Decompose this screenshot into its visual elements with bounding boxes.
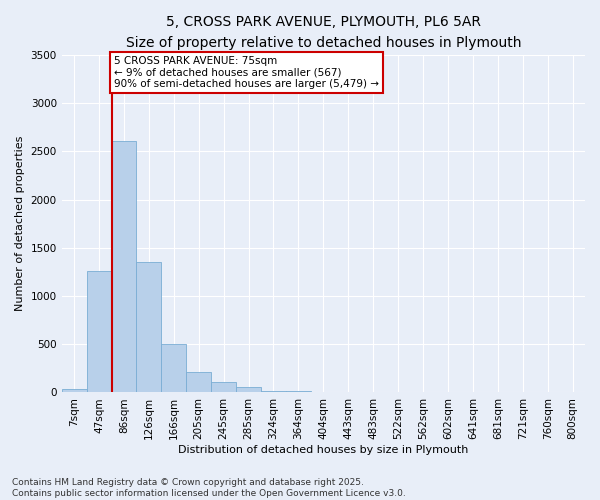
Bar (62, 388, 86, 392)
Bar (161, 344, 186, 393)
Text: 5 CROSS PARK AVENUE: 75sqm
← 9% of detached houses are smaller (567)
90% of semi: 5 CROSS PARK AVENUE: 75sqm ← 9% of detac… (114, 56, 379, 89)
Y-axis label: Number of detached properties: Number of detached properties (15, 136, 25, 312)
Text: Contains HM Land Registry data © Crown copyright and database right 2025.
Contai: Contains HM Land Registry data © Crown c… (12, 478, 406, 498)
Bar (261, 390, 286, 392)
Bar (211, 382, 236, 392)
X-axis label: Distribution of detached houses by size in Plymouth: Distribution of detached houses by size … (178, 445, 469, 455)
Bar (186, 372, 211, 392)
Bar (236, 387, 261, 392)
Bar (136, 262, 161, 392)
Bar (112, 141, 136, 393)
Bar (86, 272, 112, 392)
Title: 5, CROSS PARK AVENUE, PLYMOUTH, PL6 5AR
Size of property relative to detached ho: 5, CROSS PARK AVENUE, PLYMOUTH, PL6 5AR … (125, 15, 521, 50)
